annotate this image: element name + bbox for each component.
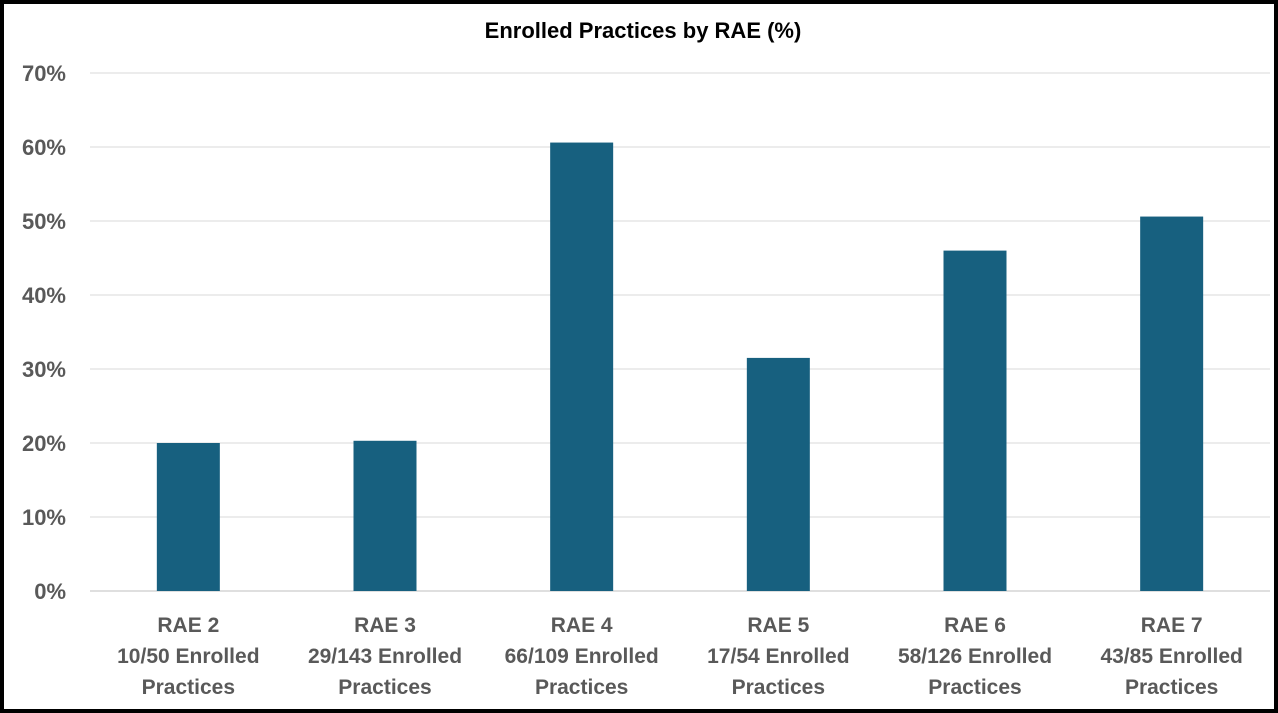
x-axis-ticks: RAE 2 10/50 Enrolled Practices RAE 3 29/143 … <box>117 614 1243 699</box>
chart-title: Enrolled Practices by RAE (%) <box>484 18 802 43</box>
x-tick-label: RAE 5 17/54 Enrolled Practices <box>707 614 849 699</box>
y-tick-label: 10% <box>22 505 66 530</box>
gridlines <box>90 72 1270 592</box>
bar <box>746 357 810 591</box>
x-tick-label: RAE 3 29/143 Enrolled Practices <box>308 614 462 699</box>
bar-chart: 0% 10% 20% 30% 40% 50% 60% 70% RAE 2 10/50 Enrol… <box>22 61 1270 699</box>
x-tick-label: RAE 7 43/85 Enrolled Practices <box>1100 614 1242 699</box>
bar <box>550 142 614 591</box>
y-tick-label: 60% <box>22 135 66 160</box>
y-tick-label: 20% <box>22 431 66 456</box>
bar <box>156 443 220 591</box>
bar <box>353 440 417 591</box>
x-tick-label: RAE 2 10/50 Enrolled Practices <box>117 614 259 699</box>
y-axis-ticks: 0% 10% 20% 30% 40% 50% 60% 70% <box>22 61 66 604</box>
x-tick-label: RAE 6 58/126 Enrolled Practices <box>898 614 1052 699</box>
x-tick-label: RAE 4 66/109 Enrolled Practices <box>505 614 659 699</box>
bar <box>943 250 1007 591</box>
y-tick-label: 0% <box>34 579 66 604</box>
y-tick-label: 30% <box>22 357 66 382</box>
bar <box>1140 216 1204 591</box>
y-tick-label: 50% <box>22 209 66 234</box>
bars <box>156 142 1204 591</box>
y-tick-label: 40% <box>22 283 66 308</box>
y-tick-label: 70% <box>22 61 66 86</box>
